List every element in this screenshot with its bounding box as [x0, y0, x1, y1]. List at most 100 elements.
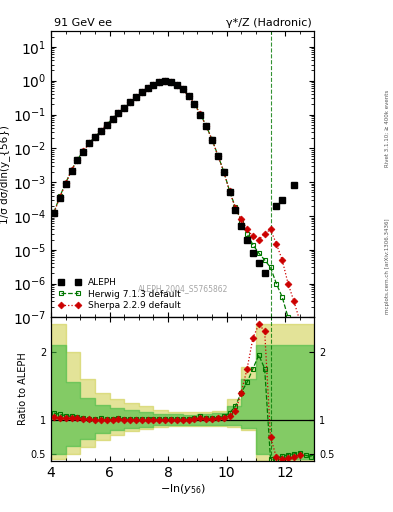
Sherpa 2.2.9 default [262, 230, 267, 237]
Sherpa 2.2.9 default [251, 233, 255, 240]
Herwig 7.1.3 default [233, 204, 238, 210]
Sherpa 2.2.9 default [245, 226, 250, 232]
ALEPH [57, 195, 62, 201]
Sherpa 2.2.9 default [128, 99, 132, 105]
Herwig 7.1.3 default [180, 86, 185, 92]
Sherpa 2.2.9 default [221, 168, 226, 175]
X-axis label: $-\ln(y_{56})$: $-\ln(y_{56})$ [160, 482, 206, 497]
ALEPH [186, 93, 191, 99]
Herwig 7.1.3 default [209, 136, 214, 142]
Sherpa 2.2.9 default [198, 111, 203, 117]
Line: ALEPH: ALEPH [51, 78, 297, 276]
Sherpa 2.2.9 default [268, 226, 273, 232]
Sherpa 2.2.9 default [169, 79, 173, 86]
Herwig 7.1.3 default [239, 218, 244, 224]
Sherpa 2.2.9 default [298, 317, 302, 324]
Line: Herwig 7.1.3 default: Herwig 7.1.3 default [51, 78, 314, 388]
Herwig 7.1.3 default [87, 140, 92, 146]
Herwig 7.1.3 default [268, 264, 273, 270]
Sherpa 2.2.9 default [93, 134, 97, 140]
Sherpa 2.2.9 default [286, 281, 290, 287]
Sherpa 2.2.9 default [57, 194, 62, 200]
Sherpa 2.2.9 default [209, 137, 214, 143]
Y-axis label: 1/σ dσ/dln(y_{56}): 1/σ dσ/dln(y_{56}) [0, 124, 10, 224]
Sherpa 2.2.9 default [51, 209, 56, 216]
Sherpa 2.2.9 default [75, 157, 80, 163]
Herwig 7.1.3 default [192, 101, 197, 107]
ALEPH [145, 85, 150, 91]
Sherpa 2.2.9 default [192, 101, 197, 107]
ALEPH [51, 210, 56, 217]
ALEPH [122, 104, 127, 111]
ALEPH [198, 112, 203, 118]
Sherpa 2.2.9 default [140, 89, 144, 95]
Sherpa 2.2.9 default [180, 87, 185, 93]
ALEPH [163, 78, 167, 84]
Herwig 7.1.3 default [145, 85, 150, 91]
Herwig 7.1.3 default [274, 281, 279, 287]
Text: Rivet 3.1.10; ≥ 400k events: Rivet 3.1.10; ≥ 400k events [385, 90, 389, 166]
Text: γ*/Z (Hadronic): γ*/Z (Hadronic) [226, 18, 312, 28]
Text: ALEPH_2004_S5765862: ALEPH_2004_S5765862 [138, 284, 228, 293]
ALEPH [274, 203, 279, 209]
Sherpa 2.2.9 default [186, 93, 191, 99]
Herwig 7.1.3 default [157, 79, 162, 85]
Herwig 7.1.3 default [257, 250, 261, 256]
Herwig 7.1.3 default [140, 89, 144, 95]
Herwig 7.1.3 default [204, 123, 209, 129]
Herwig 7.1.3 default [81, 148, 86, 154]
ALEPH [280, 197, 285, 203]
Herwig 7.1.3 default [245, 230, 250, 237]
ALEPH [233, 207, 238, 213]
Herwig 7.1.3 default [262, 257, 267, 263]
Sherpa 2.2.9 default [204, 123, 209, 129]
Sherpa 2.2.9 default [239, 216, 244, 222]
ALEPH [69, 167, 74, 174]
Sherpa 2.2.9 default [122, 104, 127, 111]
ALEPH [245, 237, 250, 243]
ALEPH [204, 123, 209, 130]
Herwig 7.1.3 default [116, 110, 121, 116]
Herwig 7.1.3 default [286, 314, 290, 321]
Herwig 7.1.3 default [51, 209, 56, 215]
Herwig 7.1.3 default [122, 104, 127, 111]
ALEPH [257, 260, 261, 266]
Herwig 7.1.3 default [151, 82, 156, 88]
Herwig 7.1.3 default [174, 82, 179, 88]
ALEPH [169, 79, 173, 86]
Text: 91 GeV ee: 91 GeV ee [54, 18, 112, 28]
Herwig 7.1.3 default [309, 382, 314, 388]
ALEPH [151, 82, 156, 88]
Sherpa 2.2.9 default [257, 237, 261, 243]
ALEPH [209, 137, 214, 143]
Sherpa 2.2.9 default [116, 110, 121, 116]
ALEPH [110, 116, 115, 122]
Sherpa 2.2.9 default [69, 167, 74, 173]
Herwig 7.1.3 default [75, 156, 80, 162]
Y-axis label: Ratio to ALEPH: Ratio to ALEPH [18, 353, 28, 425]
Herwig 7.1.3 default [186, 93, 191, 99]
ALEPH [116, 110, 121, 116]
ALEPH [140, 89, 144, 95]
Herwig 7.1.3 default [128, 99, 132, 105]
ALEPH [157, 79, 162, 86]
Herwig 7.1.3 default [280, 294, 285, 300]
Sherpa 2.2.9 default [163, 77, 167, 83]
ALEPH [292, 182, 296, 188]
Sherpa 2.2.9 default [227, 188, 232, 195]
Legend: ALEPH, Herwig 7.1.3 default, Sherpa 2.2.9 default: ALEPH, Herwig 7.1.3 default, Sherpa 2.2.… [55, 275, 184, 313]
Sherpa 2.2.9 default [280, 257, 285, 263]
Sherpa 2.2.9 default [110, 116, 115, 122]
ALEPH [174, 82, 179, 88]
Sherpa 2.2.9 default [145, 85, 150, 91]
Sherpa 2.2.9 default [134, 94, 138, 100]
ALEPH [227, 189, 232, 196]
Sherpa 2.2.9 default [104, 121, 109, 127]
Line: Sherpa 2.2.9 default: Sherpa 2.2.9 default [51, 78, 302, 323]
ALEPH [75, 157, 80, 163]
ALEPH [192, 101, 197, 108]
Sherpa 2.2.9 default [63, 180, 68, 186]
ALEPH [251, 250, 255, 256]
Text: mcplots.cern.ch [arXiv:1306.3436]: mcplots.cern.ch [arXiv:1306.3436] [385, 219, 389, 314]
Herwig 7.1.3 default [221, 168, 226, 174]
